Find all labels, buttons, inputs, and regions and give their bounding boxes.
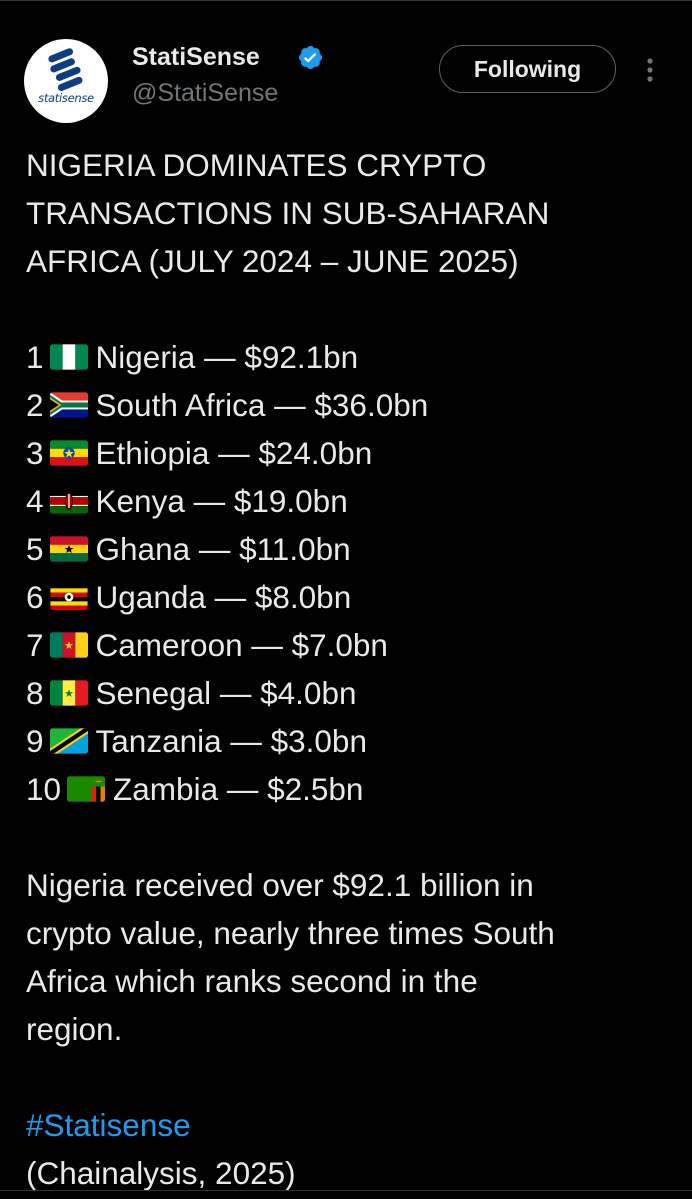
rank-number: 10 [26, 771, 62, 807]
paragraph-gap [26, 285, 676, 333]
ranking-row: 2 South Africa — $36.0bn [26, 381, 676, 429]
ethiopia-flag-icon [49, 440, 88, 466]
ranking-row: 6 Uganda — $8.0bn [26, 573, 676, 621]
senegal-flag-icon [49, 680, 88, 706]
bottom-divider [0, 1190, 692, 1191]
cameroon-flag-icon [49, 632, 88, 658]
tweet-title-line: NIGERIA DOMINATES CRYPTO [26, 147, 487, 183]
summary-line: Africa which ranks second in the [26, 963, 478, 999]
author-handle[interactable]: @StatiSense [132, 79, 279, 107]
hashtag-link[interactable]: #Statisense [26, 1107, 191, 1143]
summary-line: Nigeria received over $92.1 billion in [26, 867, 534, 903]
ranking-entry: Ghana — $11.0bn [95, 531, 351, 567]
ranking-row: 7 Cameroon — $7.0bn [26, 621, 676, 669]
rank-number: 7 [26, 627, 44, 663]
tweet-title-line: TRANSACTIONS IN SUB-SAHARAN [26, 195, 550, 231]
ranking-entry: South Africa — $36.0bn [95, 387, 429, 423]
tweet-text: NIGERIA DOMINATES CRYPTO TRANSACTIONS IN… [26, 141, 676, 1197]
rank-number: 9 [26, 723, 44, 759]
paragraph-gap [26, 1053, 676, 1101]
ranking-entry: Ethiopia — $24.0bn [95, 435, 373, 471]
ranking-entry: Nigeria — $92.1bn [95, 339, 359, 375]
ranking-entry: Kenya — $19.0bn [95, 483, 348, 519]
top-divider [0, 0, 692, 1]
rank-number: 1 [26, 339, 44, 375]
ranking-row: 1 Nigeria — $92.1bn [26, 333, 676, 381]
ranking-row: 8 Senegal — $4.0bn [26, 669, 676, 717]
rank-number: 3 [26, 435, 44, 471]
verified-badge-icon [298, 45, 323, 70]
summary-line: crypto value, nearly three times South [26, 915, 555, 951]
ranking-entry: Tanzania — $3.0bn [95, 723, 367, 759]
tanzania-flag-icon [49, 728, 88, 754]
ghana-flag-icon [49, 536, 88, 562]
avatar[interactable]: statisense [24, 39, 108, 123]
avatar-logo-text: statisense [38, 91, 94, 105]
ranking-row: 9 Tanzania — $3.0bn [26, 717, 676, 765]
source-citation: (Chainalysis, 2025) [26, 1155, 296, 1191]
uganda-flag-icon [49, 584, 88, 610]
zambia-flag-icon [67, 776, 106, 802]
author-display-name[interactable]: StatiSense [132, 43, 260, 71]
ranking-entry: Senegal — $4.0bn [95, 675, 357, 711]
ranking-row: 4 Kenya — $19.0bn [26, 477, 676, 525]
paragraph-gap [26, 813, 676, 861]
rank-number: 5 [26, 531, 44, 567]
ranking-entry: Cameroon — $7.0bn [95, 627, 388, 663]
nigeria-flag-icon [49, 344, 88, 370]
ranking-entry: Uganda — $8.0bn [95, 579, 352, 615]
summary-line: region. [26, 1011, 123, 1047]
ranking-row: 3 Ethiopia — $24.0bn [26, 429, 676, 477]
statisense-logo-icon [48, 48, 83, 91]
ranking-entry: Zambia — $2.5bn [113, 771, 364, 807]
kenya-flag-icon [49, 488, 88, 514]
rank-number: 4 [26, 483, 44, 519]
ranking-row: 5 Ghana — $11.0bn [26, 525, 676, 573]
ranking-row: 10 Zambia — $2.5bn [26, 765, 676, 813]
south-africa-flag-icon [49, 392, 88, 418]
rank-number: 2 [26, 387, 44, 423]
following-button[interactable]: Following [439, 45, 616, 93]
tweet-title-line: AFRICA (JULY 2024 – JUNE 2025) [26, 243, 519, 279]
rank-number: 6 [26, 579, 44, 615]
more-options-icon[interactable] [638, 54, 662, 86]
rank-number: 8 [26, 675, 44, 711]
